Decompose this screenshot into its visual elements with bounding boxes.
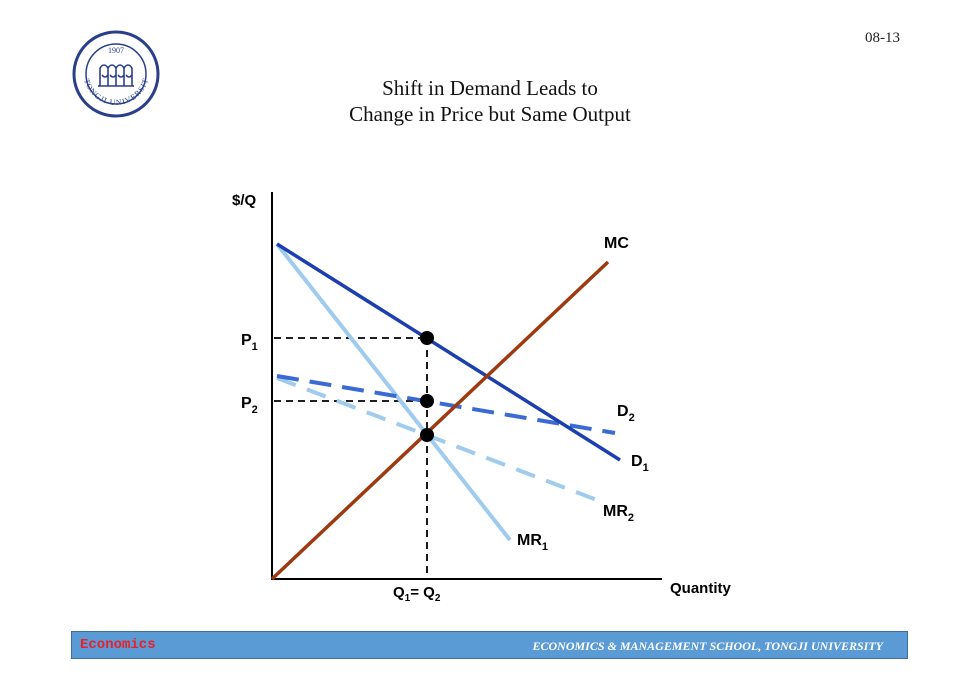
footer-bar: Economics ECONOMICS & MANAGEMENT SCHOOL,…	[71, 631, 908, 659]
q2-name: Q	[423, 584, 435, 601]
mc-label: MC	[604, 235, 629, 252]
university-logo: 1907 TONGJI UNIVERSITY	[70, 28, 160, 118]
equilibrium-point-2	[420, 394, 434, 408]
mr2-label-name: MR	[603, 503, 628, 520]
mr1-curve	[275, 242, 512, 542]
mr2-curve	[276, 376, 598, 502]
logo-building-icon	[98, 64, 134, 87]
mr1-label-sub: 1	[542, 541, 548, 553]
p2-label-sub: 2	[252, 404, 258, 416]
p1-label: P1	[241, 332, 258, 353]
footer-course-label: Economics	[80, 637, 156, 653]
mr1-label-name: MR	[517, 532, 542, 549]
p2-label-name: P	[241, 395, 252, 412]
d2-label-name: D	[617, 403, 629, 420]
footer-school-label: ECONOMICS & MANAGEMENT SCHOOL, TONGJI UN…	[532, 639, 883, 653]
p2-label: P2	[241, 395, 258, 416]
q-eq: =	[410, 584, 423, 601]
q1-name: Q	[393, 584, 405, 601]
mc-label-name: MC	[604, 235, 629, 252]
d2-label: D2	[617, 403, 635, 424]
d1-label-sub: 1	[643, 462, 649, 474]
d1-curve	[276, 242, 621, 462]
y-axis-label: $/Q	[232, 192, 257, 209]
q1-sub: 1	[405, 593, 411, 604]
mr2-label: MR2	[603, 503, 634, 524]
d2-label-sub: 2	[629, 412, 635, 424]
equilibrium-point-1	[420, 331, 434, 345]
logo-year: 1907	[108, 46, 124, 55]
slide-number: 08-13	[865, 30, 900, 46]
d1-label-name: D	[631, 453, 643, 470]
mr2-label-sub: 2	[628, 512, 634, 524]
title-line-1: Shift in Demand Leads to	[382, 76, 598, 100]
d1-label: D1	[631, 453, 649, 474]
d2-curve	[276, 374, 616, 435]
p1-label-sub: 1	[252, 341, 258, 353]
q2-sub: 2	[435, 593, 441, 604]
p1-label-name: P	[241, 332, 252, 349]
x-axis-label: Quantity	[670, 580, 731, 597]
mr1-label: MR1	[517, 532, 548, 553]
title-line-2: Change in Price but Same Output	[349, 102, 631, 126]
slide-title: Shift in Demand Leads to Change in Price…	[200, 75, 780, 127]
mc-curve	[270, 260, 610, 581]
mc-mr-intersection-point	[420, 428, 434, 442]
quantity-label: Q1= Q2	[393, 584, 441, 604]
